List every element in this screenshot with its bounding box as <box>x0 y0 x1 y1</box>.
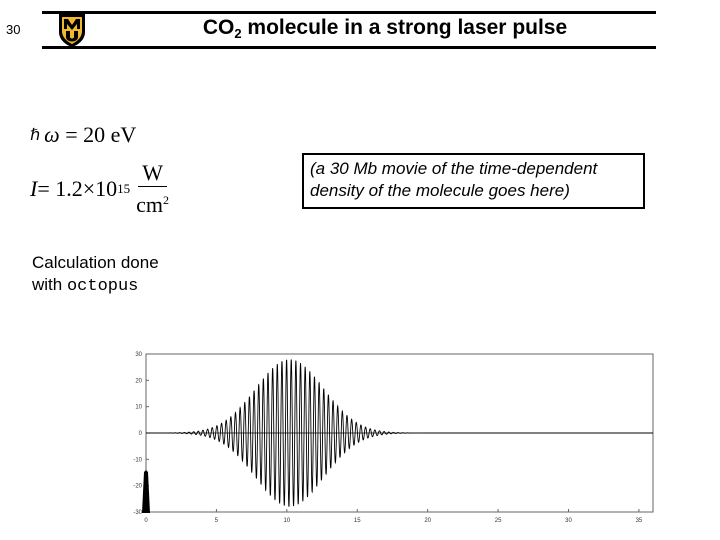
unit-fraction: W cm2 <box>136 160 170 217</box>
x-tick-label: 25 <box>495 518 502 524</box>
x-tick-label: 0 <box>144 518 148 524</box>
y-tick-label: -10 <box>133 457 142 463</box>
university-logo <box>59 14 85 47</box>
x-tick-label: 15 <box>354 518 361 524</box>
calculation-note: Calculation done with octopus <box>32 253 159 296</box>
octopus-code-label: octopus <box>66 277 139 296</box>
y-tick-label: 30 <box>135 352 142 358</box>
slide-title: CO2 molecule in a strong laser pulse <box>202 16 568 41</box>
intensity-formula: I = 1.2×10 15 W cm2 <box>30 160 170 217</box>
y-tick-label: -30 <box>133 510 142 516</box>
movie-placeholder-box: (a 30 Mb movie of the time-dependent den… <box>302 153 645 209</box>
x-tick-label: 30 <box>565 518 572 524</box>
laser-pulse-chart: 0 5 10 15 20 25 30 35 30 20 10 0 -10 -20 -30 <box>133 352 654 524</box>
x-tick-label: 35 <box>636 518 643 524</box>
title-bottom-rule <box>42 46 656 49</box>
y-tick-label: 10 <box>135 405 142 411</box>
x-tick-label: 5 <box>215 518 219 524</box>
y-tick-label: -20 <box>133 484 142 490</box>
y-tick-label: 0 <box>139 431 143 437</box>
x-tick-label: 20 <box>424 518 431 524</box>
title-top-rule <box>42 11 656 14</box>
slide-number: 30 <box>6 22 21 37</box>
start-marker-shape <box>142 470 150 513</box>
y-tick-label: 20 <box>135 378 142 384</box>
x-tick-label: 10 <box>283 518 290 524</box>
